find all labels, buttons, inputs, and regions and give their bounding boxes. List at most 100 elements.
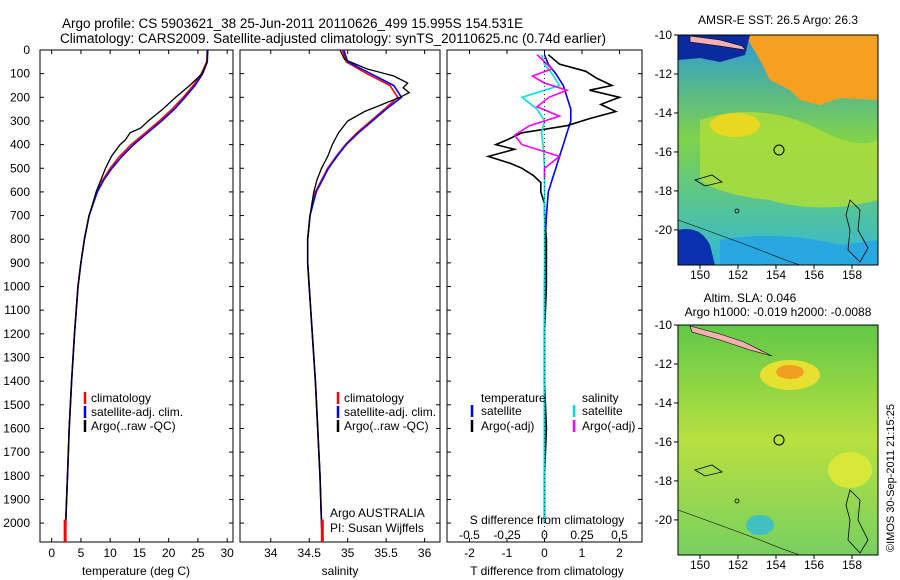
sla-map-title-1: Altim. SLA: 0.046 [704, 291, 797, 305]
legend-label-sat: satellite-adj. clim. [91, 405, 183, 419]
legend-label-argo: Argo(..raw -QC) [344, 419, 429, 433]
map-y-tick-label: -16 [655, 145, 673, 159]
depth-tick-label: 1300 [3, 351, 30, 365]
map-x-tick-label: 152 [728, 558, 748, 572]
depth-tick-label: 600 [10, 185, 30, 199]
map-x-tick-label: 158 [842, 268, 862, 282]
series-line-satellite-adj-clim- [64, 50, 209, 542]
legend-label-clim: climatology [91, 391, 151, 405]
x-tick-label: -2 [464, 546, 475, 560]
depth-tick-label: 1100 [4, 303, 30, 317]
series-line-s-satellite [520, 54, 561, 524]
sst-land-png [689, 35, 747, 51]
sla-reef [694, 464, 723, 477]
credit-stamp: ©IMOS 30-Sep-2011 21:15:25 [885, 404, 897, 552]
legend-label-t-sat: satellite [481, 404, 522, 418]
map-x-tick-label: 154 [766, 268, 786, 282]
sst-warm-pool [745, 35, 878, 105]
depth-tick-label: 1200 [3, 327, 30, 341]
sst-map-axes: -10 -12 -14 -16 -18 -20 150 152 154 156 158 [655, 28, 863, 282]
temperature-xlabel: temperature (deg C) [82, 564, 190, 578]
map-y-tick-label: -10 [655, 318, 673, 332]
sla-coast-contour [677, 509, 801, 556]
sla-map-axes: -10 -12 -14 -16 -18 -20 150 152 154 156 158 [655, 318, 863, 572]
sst-coast-contour [677, 219, 801, 266]
difference-top-xlabel: S difference from climatology [470, 513, 625, 527]
temperature-panel-frame [39, 49, 234, 543]
salinity-panel-frame [239, 49, 441, 543]
x-tick-label: 34 [264, 546, 278, 560]
sst-map-frame [677, 34, 879, 266]
depth-tick-label: 1600 [3, 421, 30, 435]
x-tick-label: 35.5 [374, 546, 398, 560]
difference-x-axis: -2 -1 0 1 2 [447, 49, 642, 560]
salinity-legend: climatology satellite-adj. clim. Argo(..… [336, 391, 436, 433]
legend-label-t-argo: Argo(-adj) [481, 419, 534, 433]
series-line-climatology [64, 50, 209, 542]
temperature-x-axis: 0 5 10 15 20 25 30 [40, 49, 234, 560]
sla-orange-patch [776, 365, 804, 379]
top-x-tick-label: -0.5 [459, 528, 480, 542]
map-y-tick-label: -16 [655, 435, 673, 449]
depth-tick-label: 300 [10, 114, 30, 128]
depth-tick-label: 800 [10, 232, 30, 246]
x-tick-label: -1 [502, 546, 513, 560]
sst-reef [694, 174, 723, 187]
depth-tick-label: 100 [10, 67, 30, 81]
map-y-tick-label: -14 [655, 396, 673, 410]
x-tick-label: 30 [220, 546, 234, 560]
difference-xlabel: T difference from climatology [470, 564, 624, 578]
sst-land-vanuatu [845, 199, 869, 263]
x-tick-label: 1 [579, 546, 586, 560]
sla-yellow-patch-2 [828, 452, 872, 488]
sst-map [677, 34, 879, 266]
salinity-xlabel: salinity [322, 564, 359, 578]
depth-tick-label: 500 [10, 161, 30, 175]
x-tick-label: 10 [104, 546, 118, 560]
map-x-tick-label: 158 [842, 558, 862, 572]
legend-label-clim: climatology [344, 391, 404, 405]
difference-top-x-axis: -0.5 -0.25 0 0.25 0.5 [459, 528, 628, 542]
sst-map-title: AMSR-E SST: 26.5 Argo: 26.3 [698, 13, 858, 27]
map-y-tick-label: -12 [655, 67, 673, 81]
sla-argo-location [773, 434, 785, 446]
series-line-t-argo-adj- [485, 54, 623, 524]
map-x-tick-label: 154 [766, 558, 786, 572]
depth-tick-label: 1800 [3, 469, 30, 483]
temperature-series [63, 50, 209, 542]
map-y-tick-label: -20 [655, 513, 673, 527]
x-tick-label: 15 [133, 546, 147, 560]
x-tick-label: 2 [616, 546, 623, 560]
depth-tick-label: 1000 [3, 280, 30, 294]
temperature-legend: climatology satellite-adj. clim. Argo(..… [83, 391, 183, 433]
x-tick-label: 20 [162, 546, 176, 560]
map-x-tick-label: 156 [804, 558, 824, 572]
x-tick-label: 5 [78, 546, 85, 560]
top-x-tick-label: -0.25 [493, 528, 521, 542]
salinity-annotation-program: Argo AUSTRALIA [330, 506, 425, 520]
sla-cool-patch [746, 515, 774, 535]
map-y-tick-label: -10 [655, 28, 673, 42]
depth-tick-label: 1700 [3, 445, 30, 459]
top-x-tick-label: 0.5 [611, 528, 628, 542]
map-y-tick-label: -12 [655, 357, 673, 371]
series-line-satellite-adj-clim- [306, 50, 403, 542]
map-y-tick-label: -20 [655, 223, 673, 237]
difference-series [485, 50, 623, 542]
map-y-tick-label: -14 [655, 106, 673, 120]
sst-argo-location [773, 144, 785, 156]
x-tick-label: 35 [341, 546, 355, 560]
salinity-annotation-pi: PI: Susan Wijffels [330, 521, 424, 535]
depth-axis: 0 100 200 300 400 500 600 700 800 900 1000 1100 1200… [3, 43, 30, 530]
depth-tick-label: 2000 [3, 516, 30, 530]
sst-small-island [734, 208, 740, 214]
x-tick-label: 36 [418, 546, 432, 560]
map-x-tick-label: 152 [728, 268, 748, 282]
map-y-tick-label: -18 [655, 474, 673, 488]
top-x-tick-label: 0.25 [570, 528, 594, 542]
depth-tick-label: 400 [10, 138, 30, 152]
x-tick-label: 25 [191, 546, 205, 560]
depth-tick-label: 1400 [3, 374, 30, 388]
sla-map-frame [677, 324, 879, 556]
